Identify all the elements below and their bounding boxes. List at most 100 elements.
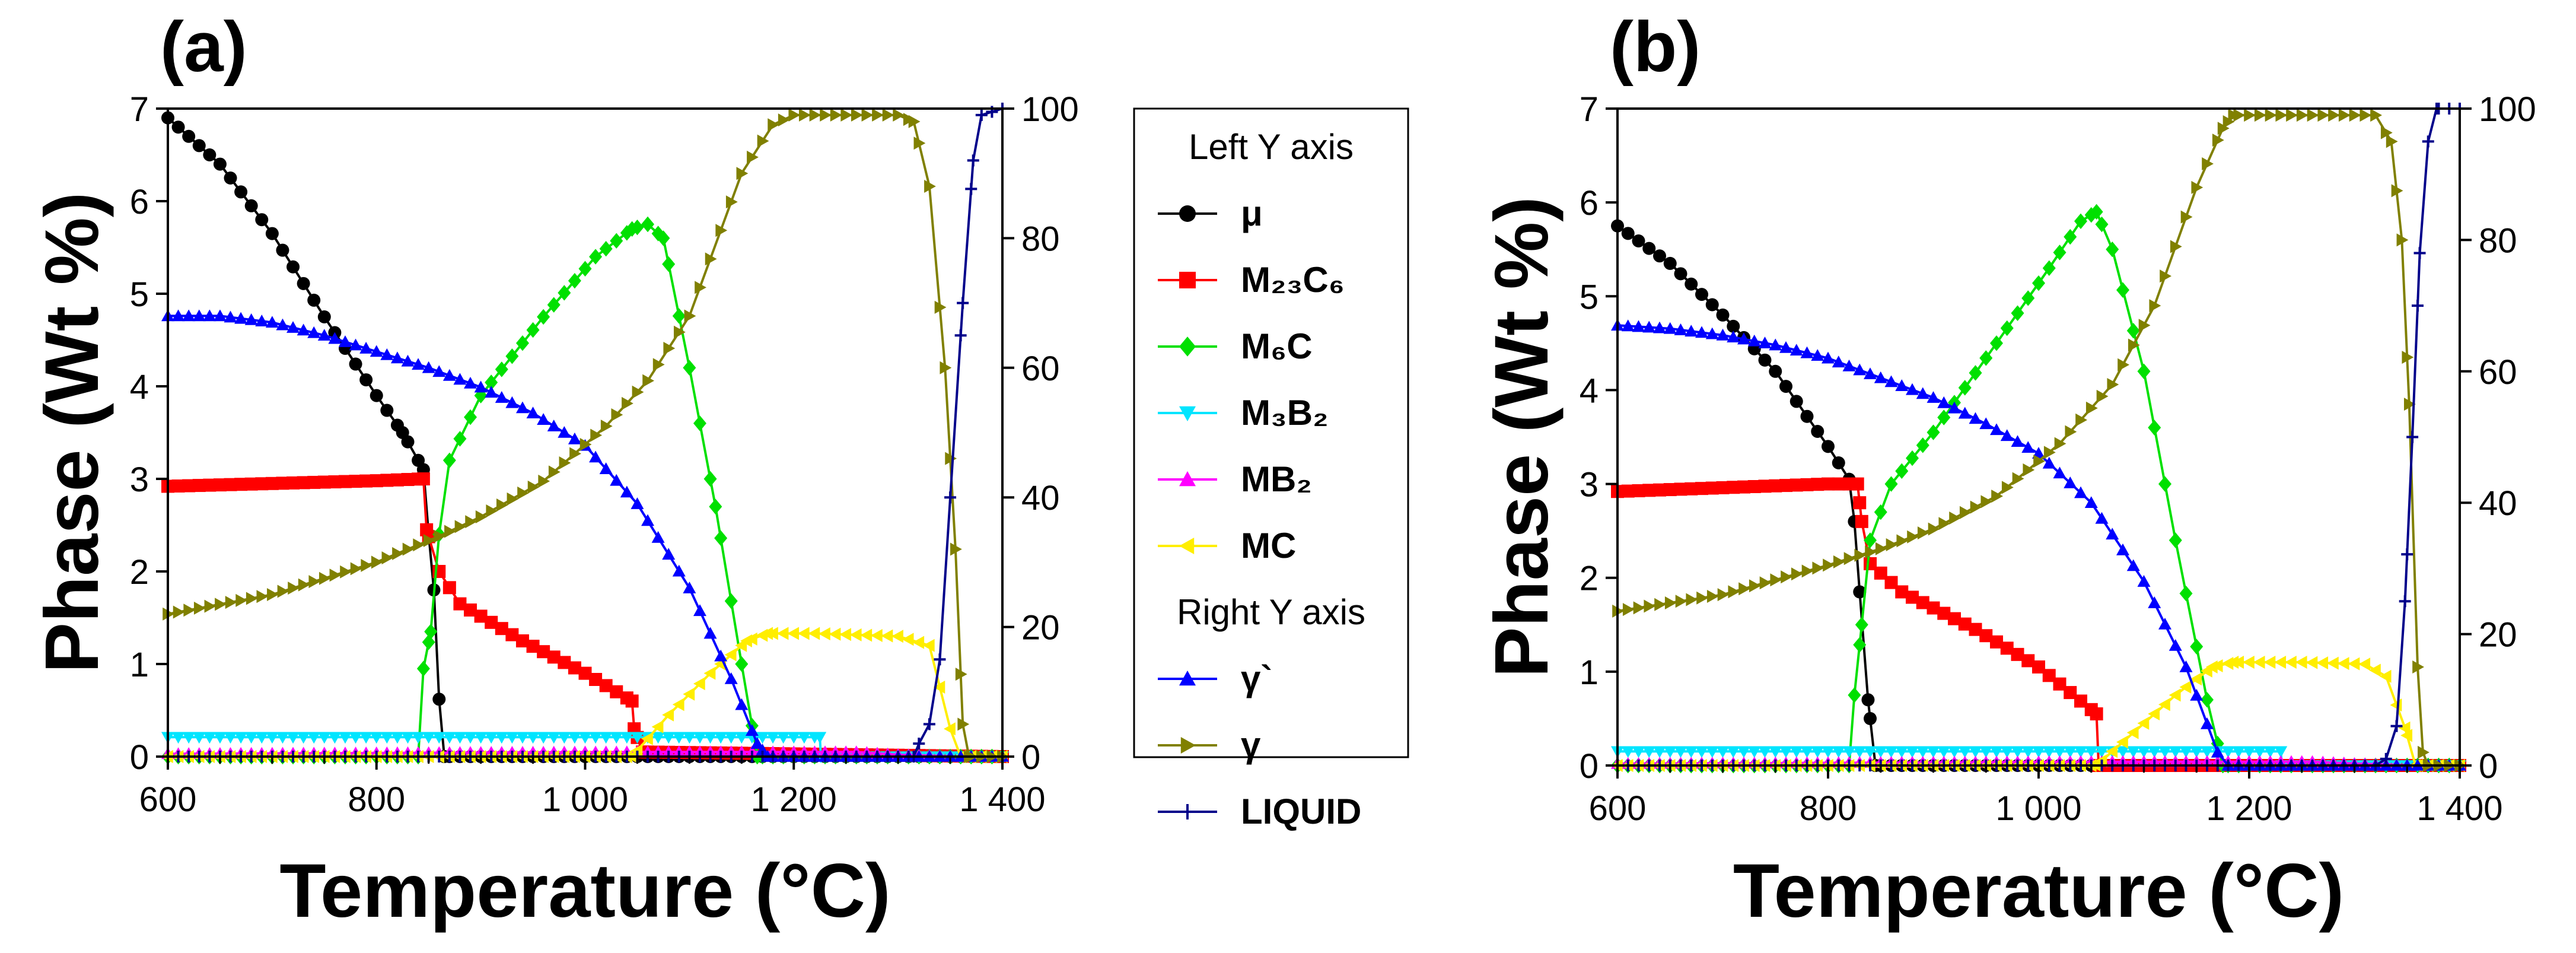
marker-gp <box>349 338 362 351</box>
legend-right-header: Right Y axis <box>1177 592 1365 632</box>
marker-m3b2 <box>703 732 717 744</box>
marker-gp <box>338 335 352 347</box>
marker-gp <box>328 332 342 344</box>
marker-mu <box>1716 308 1730 322</box>
y-left-tick-label: 6 <box>1580 184 1599 223</box>
x-tick-label: 1 000 <box>1995 789 2081 828</box>
marker-gp <box>2042 456 2056 469</box>
marker-g <box>2233 109 2246 122</box>
marker-gp <box>485 386 498 398</box>
marker-m23c6 <box>1663 483 1677 497</box>
marker-m6c <box>1874 504 1887 520</box>
marker-m3b2 <box>328 732 342 744</box>
marker-liq <box>2422 135 2434 148</box>
marker-m23c6 <box>1769 479 1782 493</box>
marker-m23c6 <box>610 685 623 698</box>
legend-label-mb2: MB₂ <box>1241 459 1312 499</box>
marker-m3b2 <box>2253 746 2266 758</box>
marker-m23c6 <box>1811 478 1824 491</box>
marker-m3b2 <box>2190 746 2204 758</box>
marker-m3b2 <box>2011 746 2024 758</box>
marker-m3b2 <box>1747 746 1761 758</box>
marker-gp <box>651 530 665 543</box>
marker-g <box>663 342 676 355</box>
marker-g <box>1696 591 1708 605</box>
marker-g <box>1896 534 1909 548</box>
marker-mc <box>2398 721 2411 735</box>
marker-gp <box>1842 359 1856 371</box>
marker-gp <box>1979 417 1993 430</box>
marker-m3b2 <box>265 732 279 744</box>
marker-m23c6 <box>1927 601 1940 615</box>
marker-m3b2 <box>2263 746 2277 758</box>
marker-mc <box>745 632 757 646</box>
y-left-tick-label: 5 <box>130 275 149 314</box>
marker-g <box>2391 184 2403 198</box>
marker-gp <box>631 497 644 509</box>
marker-g <box>2054 437 2066 450</box>
marker-g <box>2217 122 2230 135</box>
marker-mc <box>912 636 925 649</box>
marker-mu <box>1663 256 1677 270</box>
marker-gp <box>442 369 456 381</box>
marker-g <box>1907 530 1919 544</box>
marker-m6c <box>599 241 613 257</box>
marker-g <box>1875 542 1887 555</box>
marker-liq <box>923 718 935 730</box>
marker-g <box>298 578 310 592</box>
marker-m6c <box>1906 450 1919 466</box>
marker-g <box>2043 446 2056 459</box>
marker-g <box>611 408 623 421</box>
marker-g <box>434 529 446 543</box>
marker-g <box>940 361 952 374</box>
marker-gp <box>495 391 508 403</box>
marker-m6c <box>578 261 592 277</box>
marker-m3b2 <box>693 732 706 744</box>
marker-m23c6 <box>2011 647 2024 661</box>
marker-g <box>267 588 279 601</box>
marker-g <box>2128 338 2140 352</box>
marker-mc <box>662 708 674 722</box>
marker-mc <box>2337 657 2349 671</box>
marker-m6c <box>2042 260 2056 277</box>
marker-g <box>799 108 811 122</box>
marker-liq <box>2401 548 2413 561</box>
marker-m3b2 <box>1769 746 1782 758</box>
marker-m23c6 <box>390 473 404 487</box>
marker-m3b2 <box>349 732 362 744</box>
marker-m6c <box>558 285 571 301</box>
marker-m3b2 <box>276 732 289 744</box>
marker-m23c6 <box>349 475 362 488</box>
marker-mu <box>1832 456 1845 469</box>
y-right-tick-label: 40 <box>2479 484 2517 523</box>
marker-m6c <box>2179 585 2193 602</box>
marker-m6c <box>672 308 686 324</box>
marker-gp <box>610 474 623 486</box>
marker-g <box>496 498 508 512</box>
marker-gp <box>1927 391 1940 403</box>
legend-label-mu: μ <box>1241 193 1263 233</box>
y-left-tick-label: 2 <box>130 553 149 592</box>
marker-g <box>381 551 394 565</box>
marker-g <box>2402 351 2414 364</box>
marker-gp <box>2116 543 2129 555</box>
marker-g <box>695 281 706 294</box>
marker-g <box>2396 233 2409 247</box>
marker-m3b2 <box>1937 746 1951 758</box>
marker-m3b2 <box>1674 746 1687 758</box>
marker-g <box>1854 548 1867 562</box>
marker-m3b2 <box>2158 746 2171 758</box>
marker-m3b2 <box>495 732 508 744</box>
marker-g <box>340 565 352 579</box>
marker-g <box>402 542 415 556</box>
marker-g <box>1917 526 1929 540</box>
marker-m3b2 <box>2243 746 2256 758</box>
marker-m23c6 <box>1969 622 1982 636</box>
marker-m3b2 <box>1811 746 1824 758</box>
marker-m3b2 <box>610 732 623 744</box>
marker-mc <box>2295 656 2307 669</box>
series-line-gp <box>168 315 1002 758</box>
marker-m23c6 <box>537 645 550 659</box>
marker-m6c <box>2000 320 2014 336</box>
marker-mu <box>1800 409 1814 423</box>
